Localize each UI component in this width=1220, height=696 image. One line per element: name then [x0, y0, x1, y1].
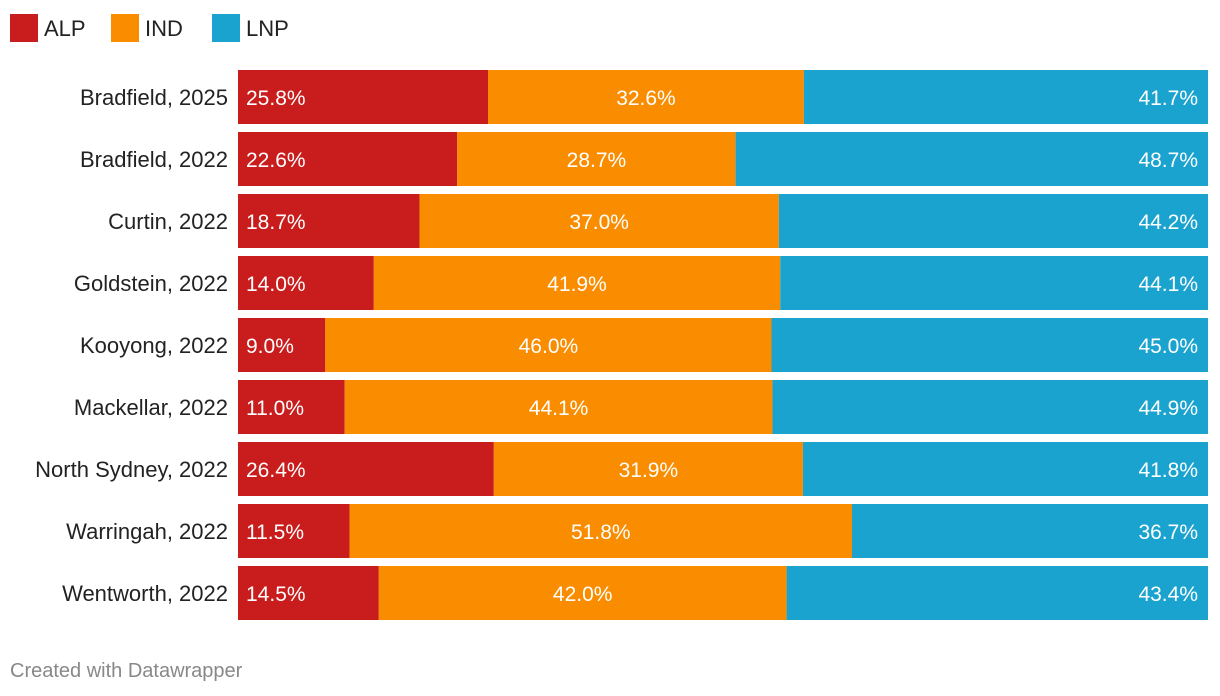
data-label-lnp: 48.7% [1138, 149, 1198, 172]
bar-segment-alp [238, 70, 489, 124]
data-label-alp: 22.6% [246, 149, 306, 172]
data-label-ind: 41.9% [547, 273, 607, 296]
bar-segment-alp [238, 504, 350, 558]
bar-segment-ind [325, 318, 772, 372]
bar-row-goldstein-2022: Goldstein, 2022 14.0% 41.9% 44.1% [74, 256, 1208, 310]
bar-segment-lnp [803, 70, 1208, 124]
bar-segment-lnp [735, 132, 1208, 186]
row-label: Warringah, 2022 [66, 519, 228, 544]
data-label-alp: 18.7% [246, 211, 306, 234]
data-label-ind: 42.0% [553, 583, 613, 606]
bar-segment-lnp [802, 442, 1208, 496]
bar-segment-lnp [786, 566, 1208, 620]
bar-row-kooyong-2022: Kooyong, 2022 9.0% 46.0% 45.0% [80, 318, 1208, 372]
data-label-alp: 26.4% [246, 459, 306, 482]
bar-segment-ind [349, 504, 853, 558]
bar-segment-ind [373, 256, 781, 310]
bar-segment-lnp [778, 194, 1208, 248]
data-label-ind: 31.9% [619, 459, 679, 482]
bar-row-bradfield-2025: Bradfield, 2025 25.8% 32.6% 41.7% [80, 70, 1208, 124]
bar-segment-lnp [780, 256, 1208, 310]
legend-label-alp: ALP [44, 16, 86, 41]
row-label: Wentworth, 2022 [62, 581, 228, 606]
data-label-ind: 51.8% [571, 521, 631, 544]
legend-swatch-lnp [212, 14, 240, 42]
row-label: Goldstein, 2022 [74, 271, 228, 296]
row-label: Curtin, 2022 [108, 209, 228, 234]
row-label: Kooyong, 2022 [80, 333, 228, 358]
bar-row-curtin-2022: Curtin, 2022 18.7% 37.0% 44.2% [108, 194, 1208, 248]
legend-swatch-ind [111, 14, 139, 42]
data-label-alp: 11.0% [246, 397, 304, 420]
bar-segment-lnp [852, 504, 1208, 558]
legend: ALP IND LNP [10, 14, 289, 42]
footer-credit[interactable]: Created with Datawrapper [10, 660, 243, 682]
data-label-lnp: 45.0% [1138, 335, 1198, 358]
data-label-ind: 32.6% [616, 87, 676, 110]
bar-segment-lnp [772, 380, 1208, 434]
bar-segment-alp [238, 566, 379, 620]
row-label: Bradfield, 2022 [80, 147, 228, 172]
bar-row-bradfield-2022: Bradfield, 2022 22.6% 28.7% 48.7% [80, 132, 1208, 186]
bar-segment-ind [488, 70, 804, 124]
data-label-lnp: 44.9% [1138, 397, 1198, 420]
bar-segment-alp [238, 194, 420, 248]
bar-row-warringah-2022: Warringah, 2022 11.5% 51.8% 36.7% [66, 504, 1208, 558]
data-label-ind: 44.1% [529, 397, 589, 420]
legend-label-lnp: LNP [246, 16, 289, 41]
row-label: Mackellar, 2022 [74, 395, 228, 420]
bar-segment-lnp [771, 318, 1208, 372]
data-label-lnp: 41.7% [1138, 87, 1198, 110]
chart-rows: Bradfield, 2025 25.8% 32.6% 41.7%Bradfield,… [35, 70, 1208, 620]
data-label-ind: 37.0% [569, 211, 629, 234]
data-label-ind: 28.7% [567, 149, 627, 172]
bar-segment-alp [238, 380, 345, 434]
data-label-alp: 9.0% [246, 335, 294, 358]
bar-segment-alp [238, 256, 374, 310]
data-label-alp: 14.5% [246, 583, 306, 606]
data-label-lnp: 36.7% [1138, 521, 1198, 544]
bar-segment-alp [238, 132, 458, 186]
data-label-alp: 14.0% [246, 273, 306, 296]
bar-row-wentworth-2022: Wentworth, 2022 14.5% 42.0% 43.4% [62, 566, 1208, 620]
data-label-lnp: 44.1% [1138, 273, 1198, 296]
bar-row-north-sydney-2022: North Sydney, 2022 26.4% 31.9% 41.8% [35, 442, 1208, 496]
bar-segment-ind [378, 566, 787, 620]
legend-swatch-alp [10, 14, 38, 42]
data-label-lnp: 43.4% [1138, 583, 1198, 606]
legend-label-ind: IND [145, 16, 183, 41]
data-label-lnp: 44.2% [1138, 211, 1198, 234]
data-label-alp: 11.5% [246, 521, 304, 544]
bar-segment-alp [238, 318, 326, 372]
row-label: Bradfield, 2025 [80, 85, 228, 110]
bar-row-mackellar-2022: Mackellar, 2022 11.0% 44.1% 44.9% [74, 380, 1208, 434]
bar-segment-ind [457, 132, 736, 186]
bar-segment-ind [419, 194, 779, 248]
row-label: North Sydney, 2022 [35, 457, 228, 482]
data-label-ind: 46.0% [519, 335, 579, 358]
data-label-lnp: 41.8% [1138, 459, 1198, 482]
bar-segment-ind [493, 442, 803, 496]
bar-segment-alp [238, 442, 494, 496]
data-label-alp: 25.8% [246, 87, 306, 110]
bar-segment-ind [344, 380, 773, 434]
